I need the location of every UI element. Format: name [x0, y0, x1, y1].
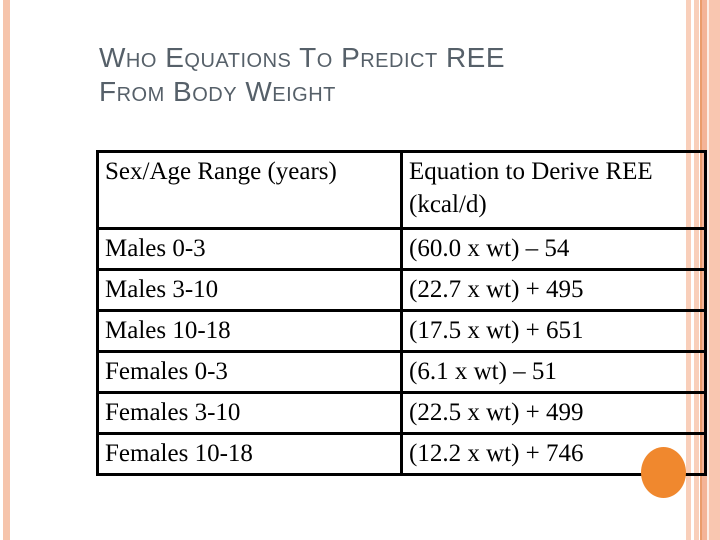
cell-sex-age: Females 10-18 — [96, 432, 403, 476]
cell-sex-age: Males 0-3 — [96, 227, 403, 271]
cell-sex-age: Females 3-10 — [96, 391, 403, 435]
column-header-equation: Equation to Derive REE (kcal/d) — [400, 150, 707, 230]
table-row: Males 0-3 (60.0 x wt) – 54 — [96, 227, 707, 271]
table-row: Females 0-3 (6.1 x wt) – 51 — [96, 350, 707, 394]
accent-circle-decoration — [641, 447, 686, 498]
left-stripe-decoration — [3, 0, 10, 540]
cell-equation: (22.7 x wt) + 495 — [400, 268, 707, 312]
slide-title: Who Equations To Predict REE From Body W… — [99, 41, 659, 109]
table-row: Males 10-18 (17.5 x wt) + 651 — [96, 309, 707, 353]
cell-equation: (22.5 x wt) + 499 — [400, 391, 707, 435]
cell-sex-age: Females 0-3 — [96, 350, 403, 394]
table-row: Males 3-10 (22.7 x wt) + 495 — [96, 268, 707, 312]
table-row: Females 3-10 (22.5 x wt) + 499 — [96, 391, 707, 435]
cell-equation: (60.0 x wt) – 54 — [400, 227, 707, 271]
ree-equations-table: Sex/Age Range (years) Equation to Derive… — [96, 150, 707, 476]
slide-title-line1: Who Equations To Predict REE — [99, 42, 506, 73]
slide-title-line2: From Body Weight — [99, 76, 336, 107]
right-band-hairline — [707, 0, 709, 540]
cell-equation: (17.5 x wt) + 651 — [400, 309, 707, 353]
cell-sex-age: Males 3-10 — [96, 268, 403, 312]
cell-equation: (6.1 x wt) – 51 — [400, 350, 707, 394]
table-header-row: Sex/Age Range (years) Equation to Derive… — [96, 150, 707, 230]
column-header-sex-age: Sex/Age Range (years) — [96, 150, 403, 230]
right-band-outer — [709, 0, 720, 540]
cell-sex-age: Males 10-18 — [96, 309, 403, 353]
table-row: Females 10-18 (12.2 x wt) + 746 — [96, 432, 707, 476]
